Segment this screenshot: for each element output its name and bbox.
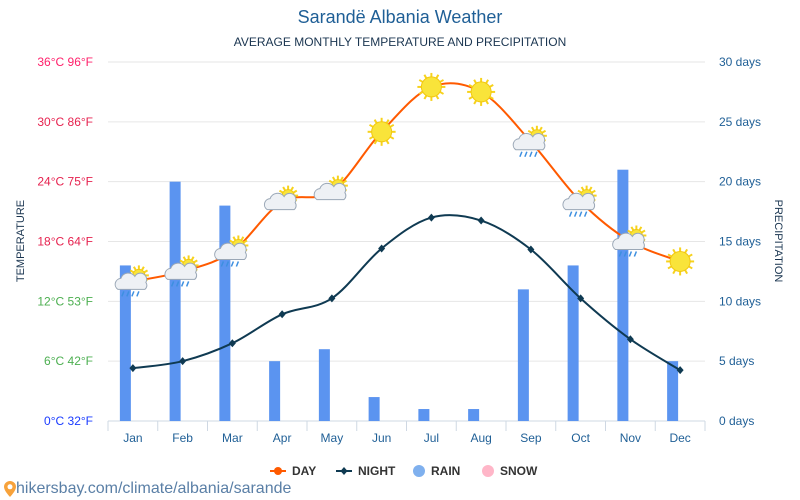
footer-url[interactable]: hikersbay.com/climate/albania/sarande (16, 480, 292, 497)
rain-legend-marker (413, 465, 425, 477)
rain-bar (269, 361, 281, 421)
footer-link[interactable]: hikersbay.com/climate/albania/sarande (4, 480, 291, 498)
right-tick-label: 0 days (719, 414, 754, 428)
left-tick-label: 12°C 53°F (37, 294, 93, 308)
x-tick-label: Dec (669, 431, 690, 445)
night-point (626, 335, 634, 344)
x-tick-label: Aug (470, 431, 491, 445)
day-legend-label: DAY (292, 464, 316, 478)
night-point (129, 364, 137, 373)
snow-legend-marker (482, 465, 494, 477)
sun-icon (367, 117, 396, 146)
rain-bar (468, 409, 480, 421)
cloud-sun-icon (263, 185, 299, 211)
day-legend-marker (274, 467, 282, 475)
night-point (328, 294, 336, 303)
rain-bar (517, 289, 529, 421)
left-tick-label: 18°C 64°F (37, 235, 93, 249)
x-tick-label: Oct (571, 431, 590, 445)
right-axis-label: PRECIPITATION (772, 200, 784, 283)
rain-bar (617, 169, 629, 421)
x-tick-label: Jan (123, 431, 142, 445)
x-tick-label: Mar (222, 431, 243, 445)
night-point (179, 357, 187, 366)
left-tick-label: 30°C 86°F (37, 115, 93, 129)
left-tick-label: 0°C 32°F (44, 414, 93, 428)
right-tick-label: 15 days (719, 235, 761, 249)
right-tick-label: 25 days (719, 115, 761, 129)
cloud-rain-sun-icon (114, 265, 149, 297)
snow-legend-label: SNOW (500, 464, 538, 478)
cloud-sun-icon (313, 175, 348, 201)
right-tick-label: 30 days (719, 55, 761, 69)
left-axis-label: TEMPERATURE (15, 200, 27, 282)
night-legend-marker (340, 467, 348, 475)
rain-bar (667, 361, 679, 421)
cloud-rain-icon (164, 255, 199, 287)
rain-bar (567, 265, 579, 421)
rain-bar (119, 265, 131, 421)
rain-bar (418, 409, 430, 421)
rain-bar (219, 205, 231, 421)
rain-bar (368, 397, 380, 421)
rain-bar (169, 181, 181, 421)
x-tick-label: Jul (424, 431, 439, 445)
x-tick-label: May (321, 431, 344, 445)
x-tick-label: Nov (620, 431, 641, 445)
sun-icon (467, 77, 496, 106)
sun-icon (666, 247, 695, 276)
right-tick-label: 20 days (719, 175, 761, 189)
rain-legend-label: RAIN (431, 464, 460, 478)
left-tick-label: 36°C 96°F (37, 55, 93, 69)
x-tick-label: Feb (172, 431, 193, 445)
night-legend-label: NIGHT (358, 464, 396, 478)
x-tick-label: Jun (372, 431, 391, 445)
location-pin-icon (4, 481, 16, 497)
night-point (378, 244, 386, 253)
cloud-rain-sun-icon (512, 125, 547, 158)
cloud-rain-sun-icon (612, 225, 647, 257)
rain-bar (318, 349, 330, 421)
night-point (228, 339, 236, 348)
sun-icon (417, 72, 446, 101)
chart-title: Sarandë Albania Weather (297, 7, 503, 27)
night-point (577, 294, 585, 303)
right-tick-label: 10 days (719, 294, 761, 308)
chart-subtitle: AVERAGE MONTHLY TEMPERATURE AND PRECIPIT… (233, 35, 567, 49)
x-tick-label: Sep (520, 431, 542, 445)
left-tick-label: 24°C 75°F (37, 175, 93, 189)
night-line (132, 214, 681, 371)
left-tick-label: 6°C 42°F (44, 354, 93, 368)
night-point (427, 213, 435, 222)
night-point (278, 310, 286, 319)
night-point (676, 366, 684, 375)
right-tick-label: 5 days (719, 354, 754, 368)
night-point (527, 245, 535, 254)
cloud-rain-sun-icon (562, 185, 597, 217)
night-point (477, 216, 485, 225)
cloud-rain-sun-icon (214, 235, 249, 267)
x-tick-label: Apr (273, 431, 292, 445)
